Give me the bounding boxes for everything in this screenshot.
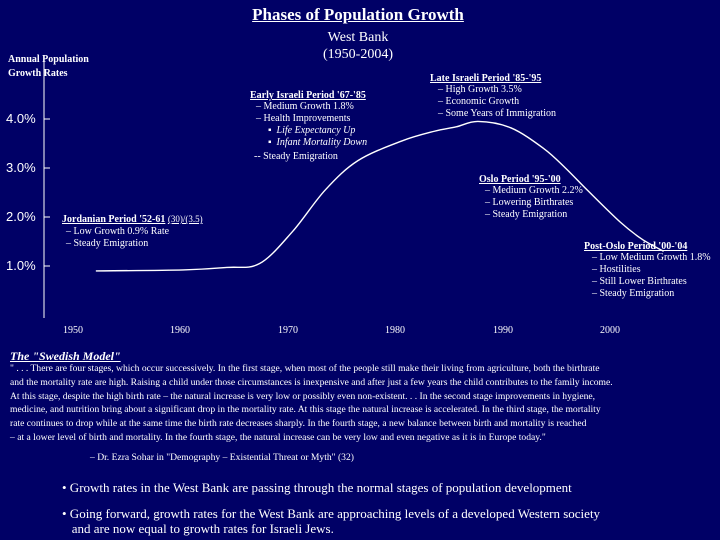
growth-chart: [43, 60, 665, 318]
annotation-line: – Steady Emigration: [485, 209, 568, 220]
bullet-marker: ▪: [268, 137, 277, 148]
quote-line: – at a lower level of birth and mortalit…: [10, 431, 546, 443]
y-axis-label-line2: Growth Rates: [8, 68, 68, 79]
quote-line: medicine, and nutrition bring about a si…: [10, 404, 601, 416]
annotation-line: – Still Lower Birthrates: [592, 276, 687, 287]
annotation-line: – High Growth 3.5%: [438, 84, 522, 95]
summary-bullet: • Growth rates in the West Bank are pass…: [62, 480, 572, 495]
y-axis-label-line1: Annual Population: [8, 54, 89, 65]
quote-line: At this stage, despite the high birth ra…: [10, 390, 596, 402]
bullet-marker: ▪: [268, 125, 277, 136]
annotation-line: – Low Growth 0.9% Rate: [66, 226, 170, 237]
annotation-title: Early Israeli Period '67-'85: [250, 90, 366, 101]
quote-citation: – Dr. Ezra Sohar in "Demography – Existe…: [90, 452, 354, 463]
annotation-line: – Steady Emigration: [66, 238, 149, 249]
x-tick-label: 1980: [385, 325, 405, 336]
annotation-line: – Some Years of Immigration: [438, 108, 557, 119]
annotation-title: Post-Oslo Period '00-'04: [584, 241, 688, 252]
annotation-line: – Steady Emigration: [592, 288, 675, 299]
series-line-growth-rate: [95, 120, 665, 272]
annotation-line: – Hostilities: [592, 264, 641, 275]
annotation-early-israeli-period: Early Israeli Period '67-'85 – Medium Gr…: [250, 90, 367, 163]
chart-subtitle-region: West Bank: [327, 30, 389, 45]
y-tick-label: 1.0%: [6, 258, 36, 273]
annotation-post-oslo-period: Post-Oslo Period '00-'04 – Low Medium Gr…: [584, 241, 718, 300]
y-tick-label: 3.0%: [6, 160, 36, 175]
sub-bullet-text: Life Expectancy Up: [276, 125, 356, 136]
annotation-title: Jordanian Period '52-61: [62, 214, 166, 225]
page-title: Phases of Population Growth: [252, 5, 464, 24]
annotation-title: Late Israeli Period '85-'95: [430, 73, 542, 84]
annotation-line: – Medium Growth 2.2%: [485, 185, 583, 196]
x-tick-label: 1970: [278, 325, 298, 336]
chart-subtitle-years: (1950-2004): [323, 47, 393, 62]
x-tick-label: 1960: [170, 325, 190, 336]
x-tick-label: 2000: [600, 325, 620, 336]
summary-bullet: and are now equal to growth rates for Is…: [62, 521, 334, 536]
annotation-sub-bullet: ▪ Life Expectancy Up: [250, 125, 367, 137]
y-axis-label: Annual Population Growth Rates: [8, 53, 89, 81]
quote-line: and the mortality rate are high. Raising…: [10, 376, 613, 388]
quote-line: " . . . There are four stages, which occ…: [10, 363, 600, 374]
y-tick-label: 4.0%: [6, 111, 36, 126]
annotation-jordanian-period: Jordanian Period '52-61 (30)/(3.5) – Low…: [62, 213, 203, 250]
annotation-sub-bullet: ▪ Infant Mortality Down: [250, 137, 367, 149]
annotation-title: Oslo Period '95-'00: [479, 174, 561, 185]
quote-line: rate continues to drop while at the same…: [10, 418, 587, 430]
x-tick-label: 1950: [63, 325, 83, 336]
chart-axes: [43, 60, 50, 318]
annotation-oslo-period: Oslo Period '95-'00 – Medium Growth 2.2%…: [479, 174, 583, 221]
summary-bullet: • Going forward, growth rates for the We…: [62, 506, 601, 521]
annotation-line: – Medium Growth 1.8%: [256, 101, 354, 112]
annotation-line: – Health Improvements: [256, 113, 351, 124]
annotation-late-israeli-period: Late Israeli Period '85-'95 – High Growt…: [430, 73, 556, 120]
annotation-line: – Lowering Birthrates: [485, 197, 574, 208]
swedish-model-heading: The "Swedish Model": [10, 349, 121, 363]
y-tick-label: 2.0%: [6, 209, 36, 224]
annotation-title-extra: (30)/(3.5): [167, 214, 203, 224]
annotation-line: – Economic Growth: [438, 96, 520, 107]
annotation-line: – Low Medium Growth 1.8%: [592, 252, 711, 263]
x-tick-label: 1990: [493, 325, 513, 336]
annotation-line: -- Steady Emigration: [254, 151, 338, 162]
swedish-model-quote: " . . . There are four stages, which occ…: [10, 362, 710, 445]
sub-bullet-text: Infant Mortality Down: [276, 137, 368, 148]
